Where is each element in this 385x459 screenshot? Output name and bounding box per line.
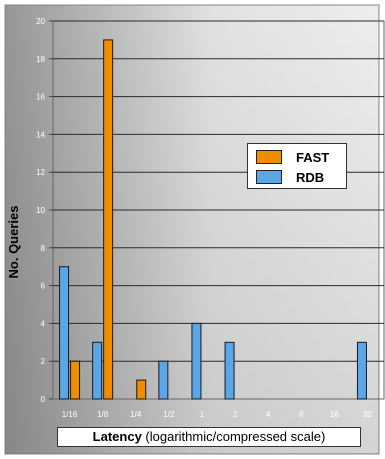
x-tick-label: 4 xyxy=(266,410,271,419)
x-tick-label: 8 xyxy=(299,410,304,419)
y-tick-label: 10 xyxy=(36,206,45,215)
legend-item-fast: FAST xyxy=(256,149,329,165)
y-tick-label: 0 xyxy=(41,395,46,404)
bar-rdb-1-8 xyxy=(92,341,103,400)
bar-fast-1-16 xyxy=(70,360,81,400)
bars xyxy=(59,39,367,400)
bar-fast-1-4 xyxy=(136,379,147,400)
bar-rdb-32 xyxy=(356,341,367,400)
y-tick-label: 20 xyxy=(36,17,45,26)
x-axis-label-rest: (logarithmic/compressed scale) xyxy=(141,429,326,444)
bar-rdb-1-16 xyxy=(59,266,70,400)
x-tick-label: 1/2 xyxy=(163,410,175,419)
legend-item-rdb: RDB xyxy=(256,169,324,185)
legend-swatch-fast xyxy=(256,150,282,164)
y-tick-label: 14 xyxy=(36,130,45,139)
bar-rdb-1-2 xyxy=(158,360,169,400)
x-tick-labels: 1/16 1/8 1/4 1/2 1 2 4 8 16 32 xyxy=(62,410,373,419)
y-axis-label: No. Queries xyxy=(6,205,21,279)
legend-label-fast: FAST xyxy=(296,149,330,165)
legend: FAST RDB xyxy=(247,143,347,189)
y-tick-labels: 0 2 4 6 8 10 12 14 16 18 20 xyxy=(36,17,45,404)
y-tick-label: 2 xyxy=(41,357,46,366)
y-tick-label: 12 xyxy=(36,168,45,177)
x-tick-label: 2 xyxy=(233,410,238,419)
x-tick-label: 1 xyxy=(200,410,205,419)
x-tick-label: 1/4 xyxy=(130,410,142,419)
y-tick-label: 18 xyxy=(36,55,45,64)
y-tick-label: 16 xyxy=(36,93,45,102)
bar-rdb-2 xyxy=(224,341,235,400)
bar-fast-1-8 xyxy=(103,39,114,400)
legend-label-rdb: RDB xyxy=(296,169,325,185)
y-tick-label: 8 xyxy=(41,244,46,253)
bar-rdb-1 xyxy=(191,322,202,400)
x-tick-label: 1/8 xyxy=(97,410,109,419)
legend-swatch-rdb xyxy=(256,170,282,184)
y-tick-label: 6 xyxy=(41,282,46,291)
y-tick-label: 4 xyxy=(41,319,46,328)
x-tick-label: 1/16 xyxy=(62,410,78,419)
x-tick-label: 16 xyxy=(330,410,339,419)
x-axis-label-bold: Latency xyxy=(92,429,142,444)
x-axis-label: Latency (logarithmic/compressed scale) xyxy=(57,427,361,447)
x-tick-label: 32 xyxy=(363,410,372,419)
